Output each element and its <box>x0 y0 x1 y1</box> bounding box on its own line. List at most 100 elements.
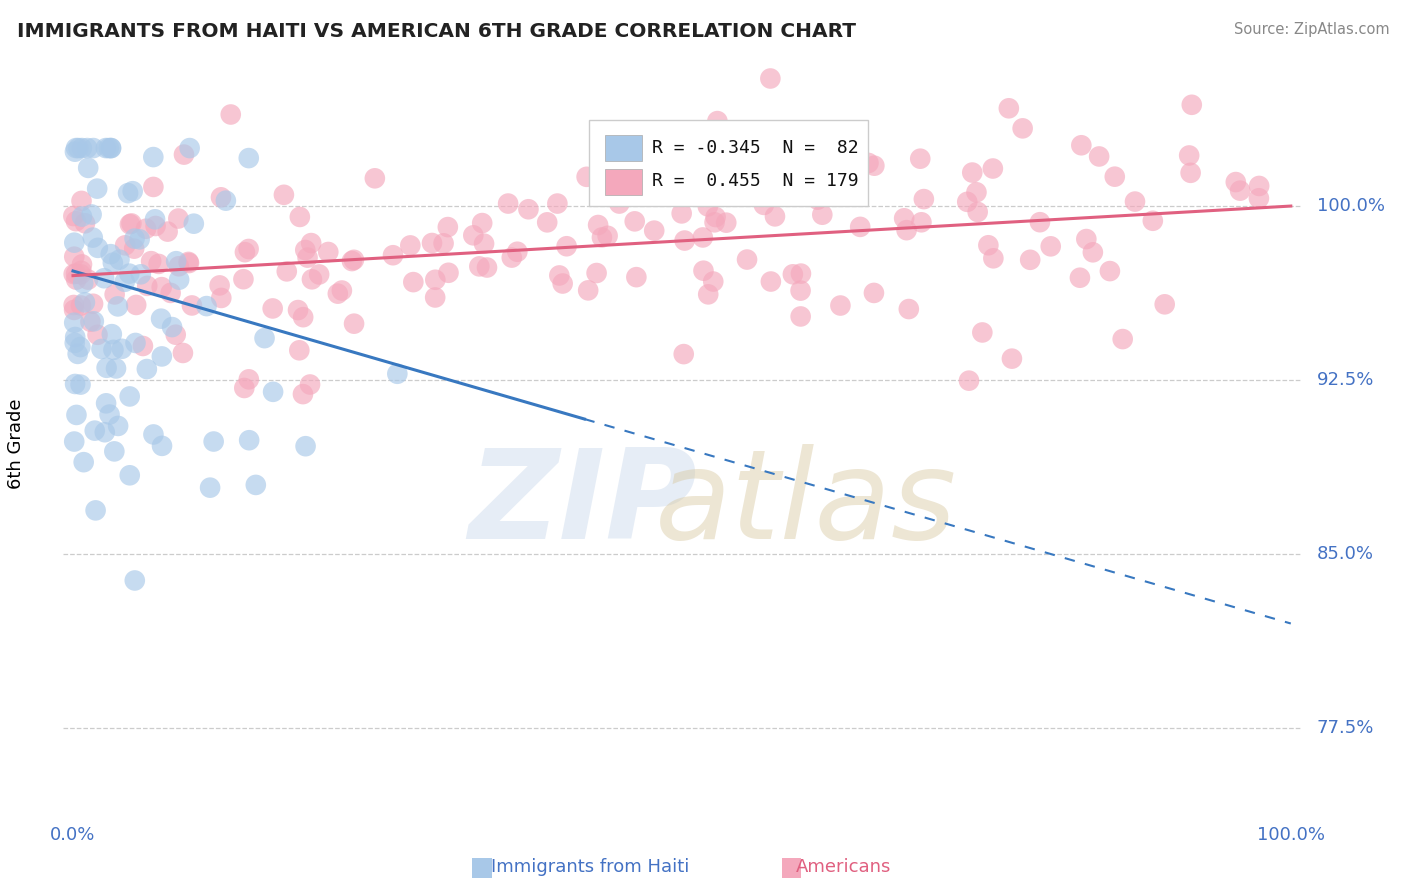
Point <box>782 268 804 282</box>
Point <box>387 367 409 381</box>
Point <box>420 235 443 250</box>
Text: Americans: Americans <box>796 858 891 876</box>
Point <box>340 254 363 268</box>
Point <box>100 247 122 261</box>
Point <box>97 141 120 155</box>
Point <box>94 425 117 440</box>
Point <box>638 176 661 190</box>
Point <box>101 256 124 270</box>
Point <box>117 186 139 200</box>
Point <box>727 181 749 195</box>
Point <box>399 238 422 252</box>
Point <box>63 316 86 330</box>
Point <box>1088 149 1111 163</box>
Point <box>62 209 84 223</box>
Point <box>972 326 994 340</box>
Point <box>132 339 155 353</box>
Point <box>63 434 86 449</box>
Text: 77.5%: 77.5% <box>1316 719 1374 737</box>
Point <box>94 141 117 155</box>
Point <box>704 210 727 224</box>
Point <box>183 217 205 231</box>
Point <box>330 284 353 298</box>
Point <box>965 186 987 200</box>
Point <box>238 151 260 165</box>
Point <box>86 181 108 195</box>
Point <box>998 101 1021 115</box>
Point <box>912 192 935 206</box>
Point <box>86 327 108 342</box>
Point <box>118 389 141 403</box>
Point <box>122 242 145 256</box>
Point <box>118 217 141 231</box>
Point <box>759 275 782 289</box>
Point <box>863 285 886 300</box>
Point <box>575 169 598 184</box>
Point <box>70 264 93 278</box>
Point <box>63 302 86 317</box>
Point <box>596 228 619 243</box>
Point <box>983 252 1005 266</box>
Point <box>100 141 122 155</box>
Text: Immigrants from Haiti: Immigrants from Haiti <box>491 858 690 876</box>
Point <box>671 206 693 220</box>
Point <box>165 254 187 268</box>
Point <box>623 214 645 228</box>
Point <box>292 310 315 325</box>
Point <box>863 159 886 173</box>
Point <box>142 150 165 164</box>
Point <box>105 361 128 376</box>
Point <box>536 215 558 229</box>
Point <box>425 273 447 287</box>
Point <box>710 158 733 172</box>
Point <box>69 267 91 281</box>
Point <box>638 167 661 181</box>
Point <box>548 268 571 283</box>
Point <box>63 250 86 264</box>
Point <box>65 267 87 281</box>
Text: 85.0%: 85.0% <box>1316 545 1374 563</box>
Point <box>790 267 813 281</box>
Point <box>364 171 387 186</box>
Point <box>135 221 157 235</box>
Point <box>741 162 763 177</box>
Point <box>957 374 980 388</box>
Point <box>1104 169 1126 184</box>
Point <box>70 194 93 208</box>
Point <box>181 298 204 312</box>
Point <box>692 263 714 277</box>
Point <box>1029 215 1052 229</box>
Point <box>148 257 170 271</box>
Text: R =  0.455  N = 179: R = 0.455 N = 179 <box>652 172 859 191</box>
Point <box>585 266 607 280</box>
Point <box>215 194 238 208</box>
Point <box>301 272 323 286</box>
Point <box>586 218 609 232</box>
Point <box>100 141 122 155</box>
Point <box>63 335 86 350</box>
Point <box>121 184 143 198</box>
Point <box>253 331 276 345</box>
Point <box>1098 264 1121 278</box>
Point <box>150 439 173 453</box>
Point <box>65 272 87 286</box>
Point <box>70 299 93 313</box>
Point <box>643 224 665 238</box>
Point <box>1225 175 1247 189</box>
Point <box>84 503 107 517</box>
Point <box>1247 191 1270 205</box>
Point <box>238 372 260 386</box>
Point <box>962 165 984 179</box>
Point <box>93 271 115 285</box>
Point <box>156 225 179 239</box>
Point <box>77 272 100 286</box>
Point <box>910 215 932 229</box>
Point <box>1249 178 1271 193</box>
Point <box>124 574 146 588</box>
FancyBboxPatch shape <box>605 135 643 161</box>
Point <box>703 215 725 229</box>
Point <box>167 211 190 226</box>
Point <box>1142 214 1164 228</box>
Point <box>70 257 93 271</box>
Point <box>830 299 852 313</box>
